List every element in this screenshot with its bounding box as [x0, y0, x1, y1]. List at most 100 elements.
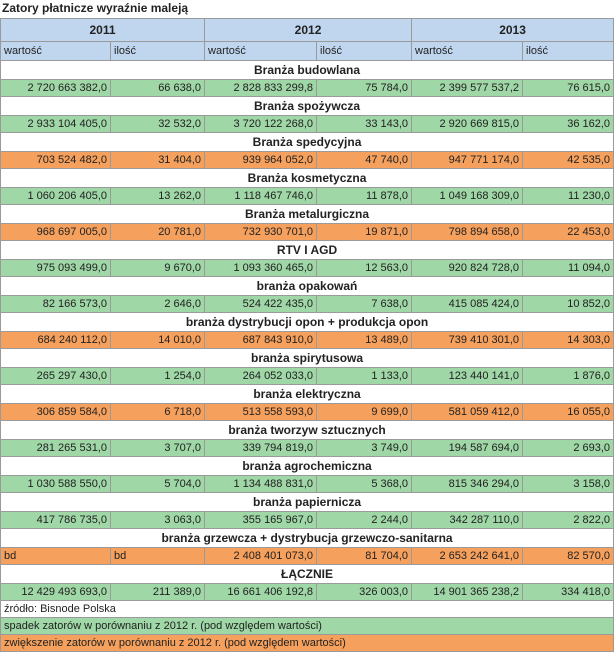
table-cell: 9 670,0	[109, 259, 206, 277]
category-row: Branża spedycyjna	[0, 132, 615, 152]
table-row: 2 720 663 382,0 66 638,0 2 828 833 299,8 75…	[0, 79, 615, 97]
table-cell: 1 060 206 405,0	[0, 187, 111, 205]
table-cell: 12 563,0	[316, 259, 413, 277]
table-cell: 1 093 360 465,0	[204, 259, 318, 277]
table-cell: 11 878,0	[316, 187, 413, 205]
table-cell: 9 699,0	[316, 403, 413, 421]
table-cell: 211 389,0	[109, 583, 206, 601]
table-cell: 3 158,0	[522, 475, 615, 493]
table-cell: bd	[0, 547, 111, 565]
table-cell: 975 093 499,0	[0, 259, 111, 277]
table-row: 968 697 005,0 20 781,0 732 930 701,0 19 871…	[0, 223, 615, 241]
column-header: ilość	[109, 41, 206, 61]
table-cell: 2 244,0	[316, 511, 413, 529]
table-row: 1 030 588 550,0 5 704,0 1 134 488 831,0 5 3…	[0, 475, 615, 493]
category-label: branża spirytusowa	[0, 348, 615, 368]
table-row: bd bd 2 408 401 073,0 81 704,0 2 653 242 641…	[0, 547, 615, 565]
table-cell: 920 824 728,0	[411, 259, 524, 277]
table-cell: 36 162,0	[522, 115, 615, 133]
table-cell: 1 134 488 831,0	[204, 475, 318, 493]
table-cell: 16 055,0	[522, 403, 615, 421]
table-cell: 19 871,0	[316, 223, 413, 241]
table-cell: 1 030 588 550,0	[0, 475, 111, 493]
table-row: 1 060 206 405,0 13 262,0 1 118 467 746,0 11…	[0, 187, 615, 205]
table-cell: 31 404,0	[109, 151, 206, 169]
table-cell: 5 368,0	[316, 475, 413, 493]
table-cell: 1 254,0	[109, 367, 206, 385]
category-label: branża dystrybucji opon + produkcja opon	[0, 312, 615, 332]
table-cell: 2 399 577 537,2	[411, 79, 524, 97]
table-cell: 2 408 401 073,0	[204, 547, 318, 565]
category-row: branża papiernicza	[0, 492, 615, 512]
table-row: 12 429 493 693,0 211 389,0 16 661 406 192,…	[0, 583, 615, 601]
table-cell: 339 794 819,0	[204, 439, 318, 457]
table-cell: 82 166 573,0	[0, 295, 111, 313]
category-row: branża spirytusowa	[0, 348, 615, 368]
table-cell: 22 453,0	[522, 223, 615, 241]
table-cell: 6 718,0	[109, 403, 206, 421]
category-row: Branża metalurgiczna	[0, 204, 615, 224]
table-cell: 1 133,0	[316, 367, 413, 385]
table-row: 975 093 499,0 9 670,0 1 093 360 465,0 12 56…	[0, 259, 615, 277]
category-label: branża grzewcza + dystrybucja grzewczo-s…	[0, 528, 615, 548]
category-label: RTV I AGD	[0, 240, 615, 260]
year-header: 2013	[411, 18, 615, 42]
table-cell: 20 781,0	[109, 223, 206, 241]
table-cell: 14 901 365 238,2	[411, 583, 524, 601]
table-cell: 7 638,0	[316, 295, 413, 313]
table-cell: 76 615,0	[522, 79, 615, 97]
table-cell: 123 440 141,0	[411, 367, 524, 385]
column-header: wartość	[0, 41, 111, 61]
table-cell: 3 063,0	[109, 511, 206, 529]
category-row: branża tworzyw sztucznych	[0, 420, 615, 440]
table-cell: 968 697 005,0	[0, 223, 111, 241]
category-label: Branża metalurgiczna	[0, 204, 615, 224]
table-cell: 1 876,0	[522, 367, 615, 385]
table-cell: 16 661 406 192,8	[204, 583, 318, 601]
table-cell: 687 843 910,0	[204, 331, 318, 349]
category-row: Branża budowlana	[0, 60, 615, 80]
table-cell: 3 707,0	[109, 439, 206, 457]
column-header: wartość	[204, 41, 318, 61]
table-cell: 306 859 584,0	[0, 403, 111, 421]
table-cell: 684 240 112,0	[0, 331, 111, 349]
table-row: 82 166 573,0 2 646,0 524 422 435,0 7 638,0 4…	[0, 295, 615, 313]
table-cell: 2 653 242 641,0	[411, 547, 524, 565]
category-label: branża agrochemiczna	[0, 456, 615, 476]
column-header: wartość	[411, 41, 524, 61]
table-cell: 703 524 482,0	[0, 151, 111, 169]
table-cell: 42 535,0	[522, 151, 615, 169]
category-row: branża elektryczna	[0, 384, 615, 404]
table-cell: 1 049 168 309,0	[411, 187, 524, 205]
table-cell: 326 003,0	[316, 583, 413, 601]
table-cell: 2 693,0	[522, 439, 615, 457]
table-row: 265 297 430,0 1 254,0 264 052 033,0 1 133,0…	[0, 367, 615, 385]
table-cell: 524 422 435,0	[204, 295, 318, 313]
category-row: branża grzewcza + dystrybucja grzewczo-s…	[0, 528, 615, 548]
legend-text: spadek zatorów w porównaniu z 2012 r. (p…	[0, 617, 615, 635]
table-row: 684 240 112,0 14 010,0 687 843 910,0 13 489…	[0, 331, 615, 349]
column-header: ilość	[316, 41, 413, 61]
table-cell: 264 052 033,0	[204, 367, 318, 385]
category-row: branża opakowań	[0, 276, 615, 296]
year-header: 2012	[204, 18, 413, 42]
category-label: branża elektryczna	[0, 384, 615, 404]
category-row: ŁĄCZNIE	[0, 564, 615, 584]
table-row: 417 786 735,0 3 063,0 355 165 967,0 2 244,0…	[0, 511, 615, 529]
legend-row: spadek zatorów w porównaniu z 2012 r. (p…	[0, 617, 615, 635]
table-cell: 334 418,0	[522, 583, 615, 601]
legend-text: zwiększenie zatorów w porównaniu z 2012 …	[0, 634, 615, 652]
category-label: branża tworzyw sztucznych	[0, 420, 615, 440]
table-cell: 2 646,0	[109, 295, 206, 313]
table-cell: 2 920 669 815,0	[411, 115, 524, 133]
table-cell: 82 570,0	[522, 547, 615, 565]
table-cell: 265 297 430,0	[0, 367, 111, 385]
year-header-row: 2011 2012 2013	[0, 18, 615, 42]
table-cell: 798 894 658,0	[411, 223, 524, 241]
table-cell: 513 558 593,0	[204, 403, 318, 421]
table-cell: 2 828 833 299,8	[204, 79, 318, 97]
table-cell: 342 287 110,0	[411, 511, 524, 529]
table-cell: 732 930 701,0	[204, 223, 318, 241]
table-cell: 3 749,0	[316, 439, 413, 457]
